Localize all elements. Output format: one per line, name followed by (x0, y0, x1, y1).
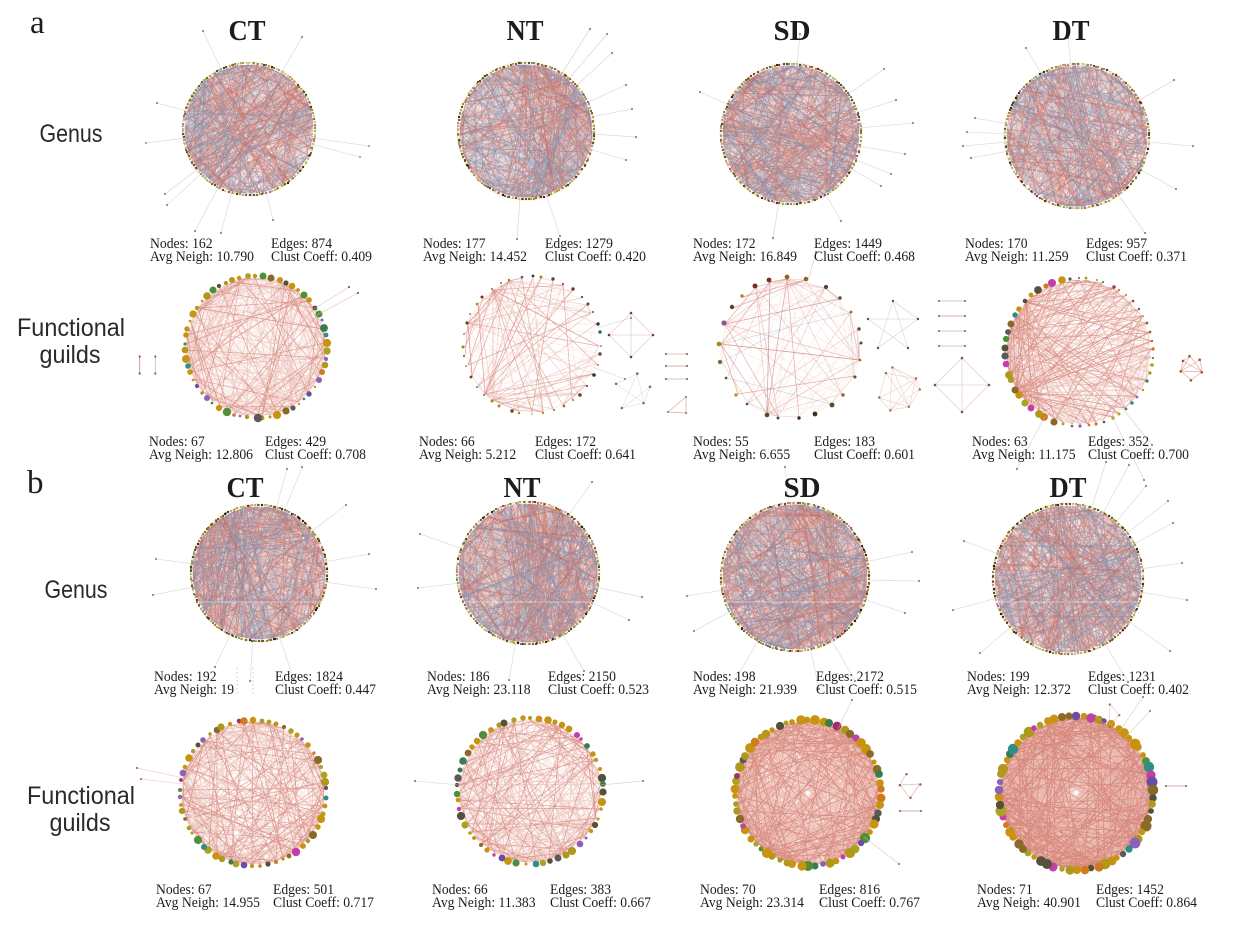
svg-text:Clust Coeff: 0.515: Clust Coeff: 0.515 (816, 682, 917, 698)
svg-text:a: a (30, 5, 45, 41)
svg-text:Edges: 183: Edges: 183 (814, 434, 875, 450)
svg-text:Edges: 383: Edges: 383 (550, 882, 611, 898)
svg-text:Clust Coeff: 0.523: Clust Coeff: 0.523 (548, 682, 649, 698)
svg-text:Genus: Genus (40, 120, 103, 148)
svg-text:Clust Coeff: 0.667: Clust Coeff: 0.667 (550, 895, 651, 911)
svg-text:Avg Neigh: 16.849: Avg Neigh: 16.849 (693, 249, 797, 265)
svg-text:Nodes: 67: Nodes: 67 (156, 882, 212, 898)
svg-text:Edges: 1231: Edges: 1231 (1088, 669, 1156, 685)
svg-text:Edges: 874: Edges: 874 (271, 236, 333, 252)
svg-text:Edges: 957: Edges: 957 (1086, 236, 1148, 252)
svg-text:Functional: Functional (27, 782, 135, 810)
svg-text:Nodes: 186: Nodes: 186 (427, 669, 490, 685)
svg-text:Genus: Genus (45, 576, 108, 604)
svg-text:Avg Neigh: 14.955: Avg Neigh: 14.955 (156, 895, 260, 911)
svg-text:Functional: Functional (17, 314, 125, 342)
svg-text:NT: NT (507, 15, 544, 47)
svg-text:Avg Neigh: 21.939: Avg Neigh: 21.939 (693, 682, 797, 698)
svg-text:Edges: 1449: Edges: 1449 (814, 236, 882, 252)
svg-text:Edges: 352: Edges: 352 (1088, 434, 1149, 450)
svg-text:Avg Neigh: 19: Avg Neigh: 19 (154, 682, 234, 698)
svg-text:DT: DT (1050, 472, 1087, 504)
svg-text:SD: SD (784, 472, 821, 504)
svg-text:Nodes: 170: Nodes: 170 (965, 236, 1028, 252)
svg-text:Clust Coeff: 0.717: Clust Coeff: 0.717 (273, 895, 374, 911)
svg-text:Avg Neigh: 23.118: Avg Neigh: 23.118 (427, 682, 531, 698)
svg-text:Edges: 1824: Edges: 1824 (275, 669, 343, 685)
svg-text:Nodes: 198: Nodes: 198 (693, 669, 756, 685)
svg-text:Clust Coeff: 0.864: Clust Coeff: 0.864 (1096, 895, 1197, 911)
svg-text:Nodes: 172: Nodes: 172 (693, 236, 756, 252)
svg-text:Avg Neigh: 23.314: Avg Neigh: 23.314 (700, 895, 804, 911)
svg-text:SD: SD (774, 15, 811, 47)
svg-text:Edges: 172: Edges: 172 (535, 434, 596, 450)
svg-text:Nodes: 70: Nodes: 70 (700, 882, 756, 898)
svg-text:Clust Coeff: 0.767: Clust Coeff: 0.767 (819, 895, 920, 911)
svg-text:Clust Coeff: 0.708: Clust Coeff: 0.708 (265, 447, 366, 463)
svg-text:CT: CT (229, 15, 266, 47)
svg-text:Avg Neigh: 10.790: Avg Neigh: 10.790 (150, 249, 254, 265)
svg-text:Nodes: 66: Nodes: 66 (432, 882, 488, 898)
svg-text:Clust Coeff: 0.641: Clust Coeff: 0.641 (535, 447, 636, 463)
svg-text:DT: DT (1053, 15, 1090, 47)
svg-text:Avg Neigh: 14.452: Avg Neigh: 14.452 (423, 249, 527, 265)
svg-text:Clust Coeff: 0.468: Clust Coeff: 0.468 (814, 249, 915, 265)
svg-text:Avg Neigh: 6.655: Avg Neigh: 6.655 (693, 447, 790, 463)
svg-text:Avg Neigh: 40.901: Avg Neigh: 40.901 (977, 895, 1081, 911)
svg-text:NT: NT (504, 472, 541, 504)
svg-text:Nodes: 162: Nodes: 162 (150, 236, 213, 252)
svg-text:Avg Neigh: 12.806: Avg Neigh: 12.806 (149, 447, 253, 463)
svg-text:Clust Coeff: 0.402: Clust Coeff: 0.402 (1088, 682, 1189, 698)
svg-text:Nodes: 199: Nodes: 199 (967, 669, 1030, 685)
svg-text:Edges: 1452: Edges: 1452 (1096, 882, 1164, 898)
svg-text:guilds: guilds (50, 809, 111, 837)
svg-text:Nodes: 192: Nodes: 192 (154, 669, 217, 685)
svg-text:guilds: guilds (40, 341, 101, 369)
svg-text:Avg Neigh: 5.212: Avg Neigh: 5.212 (419, 447, 516, 463)
svg-text:Edges: 2150: Edges: 2150 (548, 669, 616, 685)
svg-text:Clust Coeff: 0.700: Clust Coeff: 0.700 (1088, 447, 1189, 463)
svg-text:Edges: 1279: Edges: 1279 (545, 236, 613, 252)
svg-text:Nodes: 71: Nodes: 71 (977, 882, 1033, 898)
svg-text:Nodes: 63: Nodes: 63 (972, 434, 1028, 450)
svg-text:Clust Coeff: 0.409: Clust Coeff: 0.409 (271, 249, 372, 265)
svg-text:CT: CT (227, 472, 264, 504)
svg-text:Edges: 429: Edges: 429 (265, 434, 326, 450)
svg-text:Edges: 501: Edges: 501 (273, 882, 334, 898)
svg-text:Nodes: 55: Nodes: 55 (693, 434, 749, 450)
svg-text:Clust Coeff: 0.447: Clust Coeff: 0.447 (275, 682, 376, 698)
svg-text:Avg Neigh: 11.175: Avg Neigh: 11.175 (972, 447, 1076, 463)
svg-text:Nodes: 177: Nodes: 177 (423, 236, 486, 252)
svg-text:Nodes: 66: Nodes: 66 (419, 434, 475, 450)
svg-text:Avg Neigh: 11.259: Avg Neigh: 11.259 (965, 249, 1069, 265)
svg-text:b: b (27, 465, 44, 501)
svg-text:Clust Coeff: 0.371: Clust Coeff: 0.371 (1086, 249, 1187, 265)
svg-text:Clust Coeff: 0.601: Clust Coeff: 0.601 (814, 447, 915, 463)
svg-text:Avg Neigh: 11.383: Avg Neigh: 11.383 (432, 895, 536, 911)
svg-text:Edges: 816: Edges: 816 (819, 882, 881, 898)
svg-text:Avg Neigh: 12.372: Avg Neigh: 12.372 (967, 682, 1071, 698)
svg-text:Edges: 2172: Edges: 2172 (816, 669, 884, 685)
svg-text:Clust Coeff: 0.420: Clust Coeff: 0.420 (545, 249, 646, 265)
svg-text:Nodes: 67: Nodes: 67 (149, 434, 205, 450)
